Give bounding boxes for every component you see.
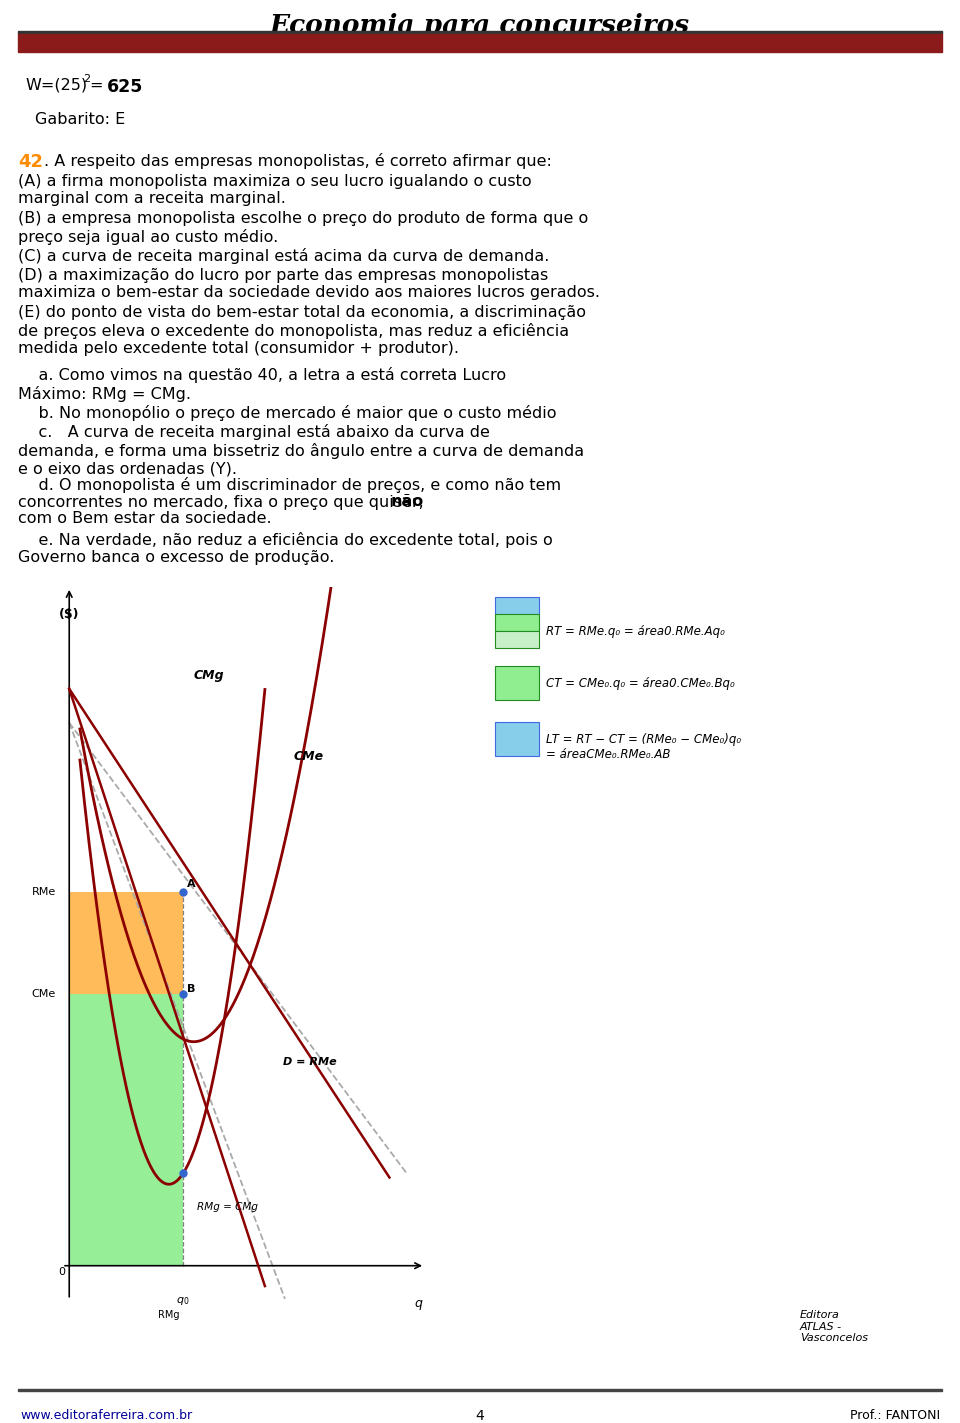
Text: 625: 625 <box>107 78 143 95</box>
Text: =: = <box>90 78 108 92</box>
Text: CMe: CMe <box>32 989 56 999</box>
Text: d. O monopolista é um discriminador de preços, e como não tem
concorrentes no me: d. O monopolista é um discriminador de p… <box>18 477 562 511</box>
Bar <box>69 892 183 995</box>
Text: (A) a firma monopolista maximiza o seu lucro igualando o custo
marginal com a re: (A) a firma monopolista maximiza o seu l… <box>18 174 532 206</box>
Text: D = RMe: D = RMe <box>282 1057 336 1067</box>
Bar <box>495 721 539 756</box>
Text: (C) a curva de receita marginal está acima da curva de demanda.: (C) a curva de receita marginal está aci… <box>18 248 549 265</box>
Text: www.editoraferreira.com.br: www.editoraferreira.com.br <box>20 1409 192 1422</box>
Bar <box>495 630 539 647</box>
Text: a. Como vimos na questão 40, a letra a está correta Lucro
Máximo: RMg = CMg.: a. Como vimos na questão 40, a letra a e… <box>18 367 506 401</box>
Text: B: B <box>187 983 196 993</box>
Text: = áreaCMe₀.RMe₀.AB: = áreaCMe₀.RMe₀.AB <box>546 748 670 761</box>
Bar <box>69 995 183 1265</box>
Text: CMg: CMg <box>194 669 225 682</box>
Text: RMg: RMg <box>158 1309 180 1319</box>
Text: (B) a empresa monopolista escolhe o preço do produto de forma que o
preço seja i: (B) a empresa monopolista escolhe o preç… <box>18 211 588 245</box>
Text: c.   A curva de receita marginal está abaixo da curva de
demanda, e forma uma bi: c. A curva de receita marginal está abai… <box>18 424 584 477</box>
Text: CT = CMe₀.q₀ = área0.CMe₀.Bq₀: CT = CMe₀.q₀ = área0.CMe₀.Bq₀ <box>546 676 734 690</box>
Bar <box>495 666 539 700</box>
Bar <box>18 31 942 34</box>
Text: (E) do ponto de vista do bem-estar total da economia, a discriminação
de preços : (E) do ponto de vista do bem-estar total… <box>18 305 586 356</box>
Text: 42: 42 <box>18 154 43 171</box>
Text: CMe: CMe <box>294 750 324 763</box>
Text: Economia para concurseiros: Economia para concurseiros <box>270 13 690 37</box>
Bar <box>18 34 942 53</box>
Bar <box>495 598 539 613</box>
Text: LT = RT − CT = (RMe₀ − CMe₀)q₀: LT = RT − CT = (RMe₀ − CMe₀)q₀ <box>546 733 741 746</box>
Text: Gabarito: E: Gabarito: E <box>35 112 125 127</box>
Text: 0: 0 <box>59 1268 65 1278</box>
Text: W=(25): W=(25) <box>25 78 87 92</box>
Bar <box>495 613 539 630</box>
Text: A: A <box>187 879 196 889</box>
Text: e. Na verdade, não reduz a eficiência do excedente total, pois o
Governo banca o: e. Na verdade, não reduz a eficiência do… <box>18 532 553 565</box>
Text: ($): ($) <box>59 608 79 620</box>
Text: $q_0$: $q_0$ <box>177 1295 190 1306</box>
Text: b. No monopólio o preço de mercado é maior que o custo médio: b. No monopólio o preço de mercado é mai… <box>18 406 557 421</box>
Text: não: não <box>391 494 424 509</box>
Text: q: q <box>414 1296 421 1309</box>
Text: com o Bem estar da sociedade.: com o Bem estar da sociedade. <box>18 511 272 527</box>
Text: 2: 2 <box>83 74 90 84</box>
Text: Editora
ATLAS -
Vasconcelos: Editora ATLAS - Vasconcelos <box>800 1311 868 1343</box>
Text: RT = RMe.q₀ = área0.RMe.Aq₀: RT = RMe.q₀ = área0.RMe.Aq₀ <box>546 625 725 638</box>
Text: (D) a maximização do lucro por parte das empresas monopolistas
maximiza o bem-es: (D) a maximização do lucro por parte das… <box>18 268 600 300</box>
Text: RMe: RMe <box>32 888 56 898</box>
Bar <box>18 1389 942 1392</box>
Text: . A respeito das empresas monopolistas, é correto afirmar que:: . A respeito das empresas monopolistas, … <box>44 154 552 169</box>
Text: RMg = CMg: RMg = CMg <box>198 1202 258 1212</box>
Text: 4: 4 <box>475 1409 485 1423</box>
Text: Prof.: FANTONI: Prof.: FANTONI <box>850 1409 940 1422</box>
